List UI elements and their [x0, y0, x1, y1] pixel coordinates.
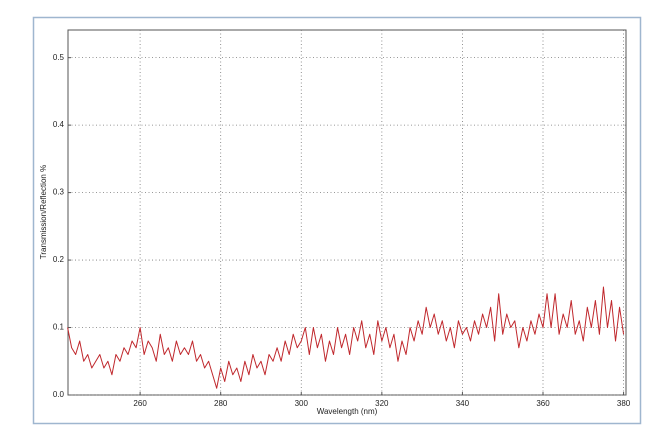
y-tick-label: 0.4 [53, 120, 65, 129]
x-tick-label: 380 [617, 399, 631, 408]
x-tick-label: 260 [133, 399, 147, 408]
x-tick-label: 280 [214, 399, 228, 408]
x-tick-label: 360 [536, 399, 550, 408]
data-line [67, 286, 625, 389]
y-tick-label: 0.0 [53, 390, 65, 399]
y-tick-label: 0.3 [53, 188, 65, 197]
y-tick-label: 0.5 [53, 53, 65, 62]
x-tick-label: 320 [375, 399, 389, 408]
x-axis-label: Wavelength (nm) [317, 407, 378, 416]
y-tick-label: 0.1 [53, 323, 65, 332]
x-tick-label: 300 [295, 399, 309, 408]
x-tick-label: 340 [456, 399, 470, 408]
plot-area [67, 29, 627, 396]
y-tick-label: 0.2 [53, 255, 65, 264]
y-axis-label: Transmission/Reflection % [39, 165, 48, 259]
frame [32, 16, 642, 425]
